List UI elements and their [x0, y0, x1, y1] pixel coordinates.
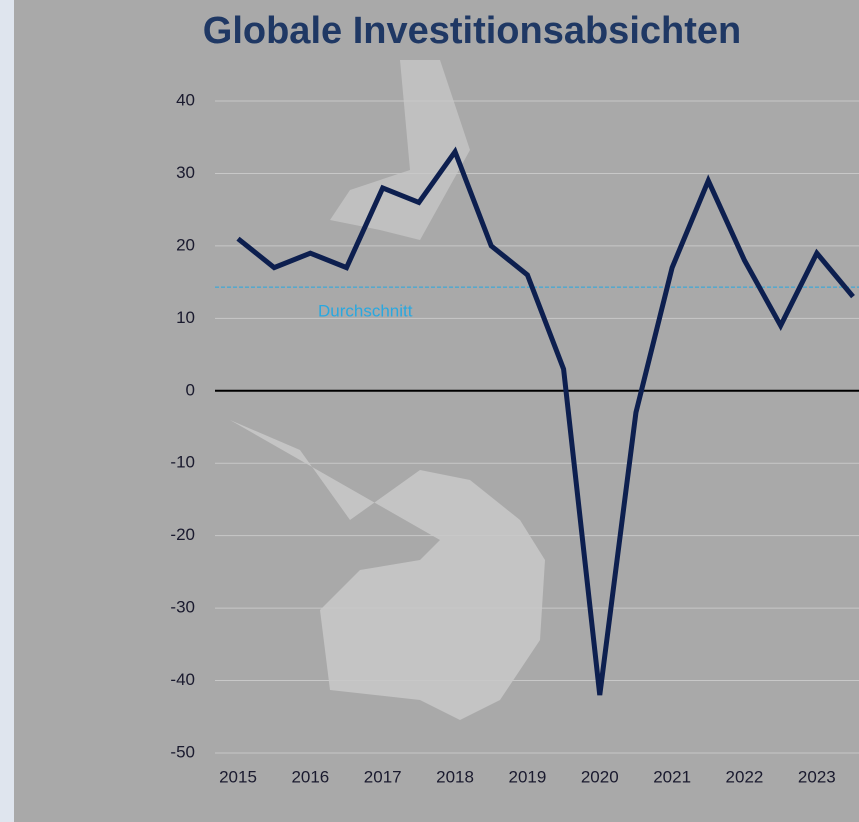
map-shape	[230, 420, 545, 720]
y-tick-label: -50	[170, 742, 195, 761]
y-tick-label: 40	[176, 90, 195, 109]
map-shape	[330, 60, 470, 240]
x-tick-label: 2019	[508, 767, 546, 786]
y-tick-label: 30	[176, 163, 195, 182]
y-tick-label: -40	[170, 670, 195, 689]
y-tick-label: -20	[170, 525, 195, 544]
x-tick-label: 2021	[653, 767, 691, 786]
x-tick-label: 2023	[798, 767, 836, 786]
y-tick-label: -10	[170, 453, 195, 472]
x-tick-label: 2017	[364, 767, 402, 786]
y-tick-label: -30	[170, 598, 195, 617]
x-tick-label: 2020	[581, 767, 619, 786]
chart-title: Globale Investitionsabsichten	[203, 10, 741, 52]
x-tick-label: 2016	[291, 767, 329, 786]
side-strip	[0, 0, 14, 822]
x-tick-label: 2015	[219, 767, 257, 786]
y-tick-label: 10	[176, 308, 195, 327]
reference-label: Durchschnitt	[318, 302, 413, 321]
y-tick-label: 0	[186, 380, 195, 399]
series-line	[236, 146, 855, 696]
x-tick-label: 2022	[726, 767, 764, 786]
y-tick-label: 20	[176, 235, 195, 254]
x-tick-label: 2018	[436, 767, 474, 786]
